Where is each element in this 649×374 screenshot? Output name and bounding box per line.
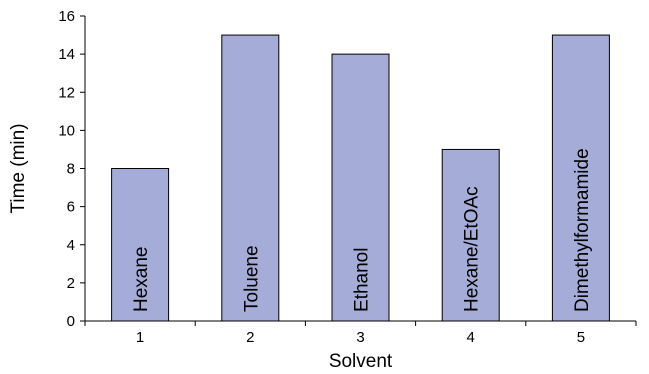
y-tick-label: 12 (58, 84, 75, 101)
x-axis-title: Solvent (329, 351, 393, 372)
x-tick-label: 4 (467, 329, 475, 346)
bar (441, 148, 500, 322)
bar (331, 53, 390, 322)
y-tick-label: 2 (67, 275, 75, 292)
x-tick-label: 1 (136, 329, 144, 346)
y-axis-title: Time (min) (8, 123, 29, 213)
bar (111, 168, 170, 322)
y-tick-label: 0 (67, 313, 75, 330)
bar-label: Hexane/EtOAc (462, 186, 483, 312)
x-tick-label: 3 (356, 329, 364, 346)
bar-label: Toluene (241, 245, 262, 312)
bar-label: Hexane (131, 247, 152, 313)
y-axis-ticks: 0 2 4 6 8 10 12 14 16 (58, 8, 85, 330)
x-tick-label: 5 (577, 329, 585, 346)
bar-label: Ethanol (352, 248, 373, 312)
bar-label: Dimethylformamide (572, 148, 593, 312)
y-tick-label: 4 (67, 237, 75, 254)
y-tick-label: 8 (67, 161, 75, 178)
bar (221, 34, 280, 322)
y-tick-label: 6 (67, 199, 75, 216)
x-axis-ticks: 1 2 3 4 5 (84, 321, 637, 346)
y-tick-label: 16 (58, 8, 75, 25)
y-tick-label: 14 (58, 46, 75, 63)
bars: Hexane Toluene Ethanol Hexane/EtOAc Dimethyl… (111, 34, 610, 322)
y-tick-label: 10 (58, 122, 75, 139)
x-tick-label: 2 (246, 329, 254, 346)
